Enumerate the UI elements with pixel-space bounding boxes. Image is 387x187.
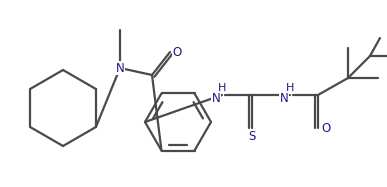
Text: N: N (212, 91, 220, 105)
Text: H: H (218, 83, 226, 93)
Text: H: H (286, 83, 294, 93)
Text: N: N (280, 91, 288, 105)
Text: O: O (321, 122, 330, 134)
Text: N: N (116, 62, 124, 74)
Text: O: O (172, 45, 182, 59)
Text: S: S (248, 131, 256, 143)
